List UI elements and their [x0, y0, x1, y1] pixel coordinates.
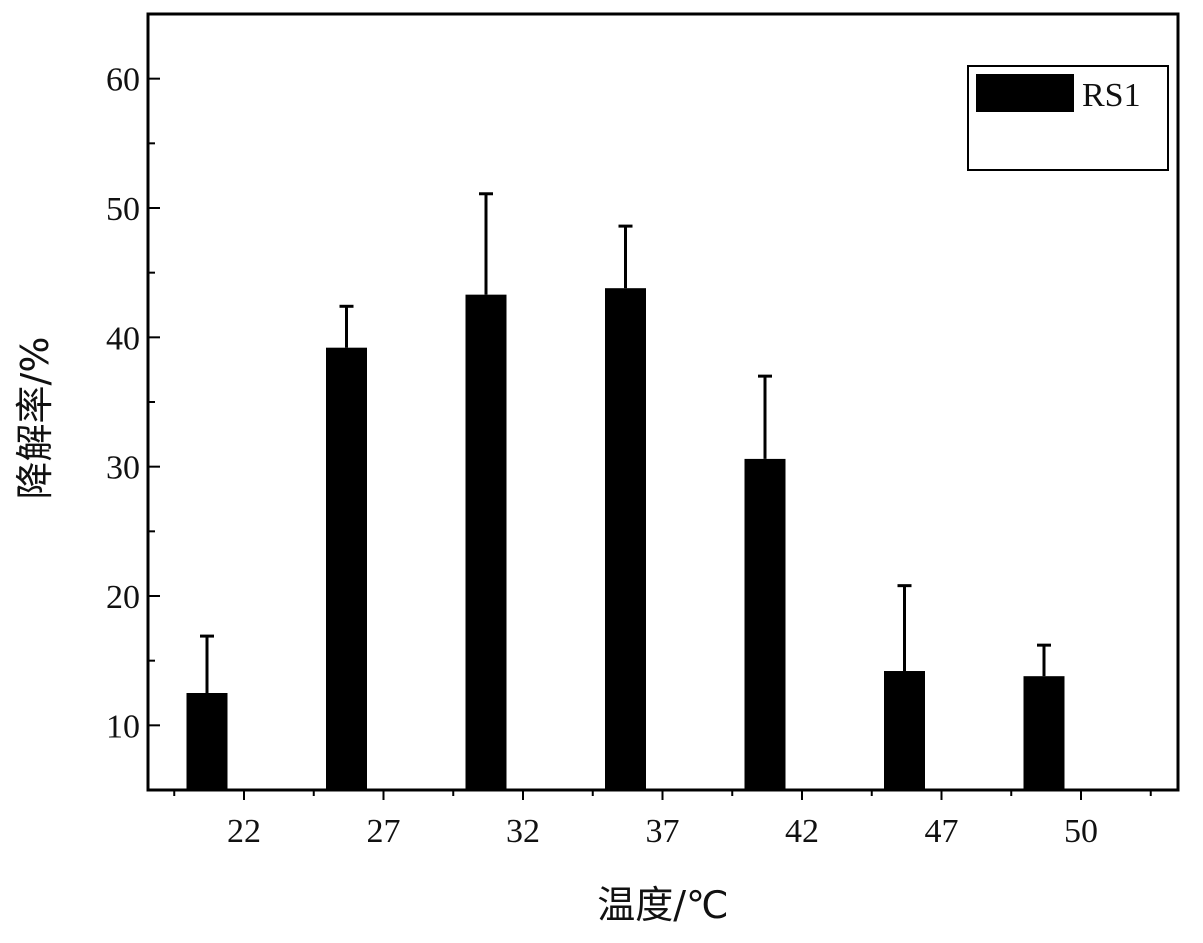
y-axis-title: 降解率/%	[13, 337, 57, 500]
bar-50	[1023, 676, 1065, 790]
x-tick-label: 22	[227, 813, 261, 850]
y-tick-label: 40	[106, 320, 140, 357]
x-axis-ticks: 22 27 32 37 42 47 50	[173, 790, 1152, 850]
y-tick-label: 10	[106, 708, 140, 745]
legend-label-rs1: RS1	[1082, 77, 1141, 114]
error-bars	[200, 192, 1051, 693]
legend-swatch-rs1	[976, 74, 1074, 112]
x-tick-label: 37	[646, 813, 680, 850]
bar-22	[186, 693, 228, 790]
y-tick-label: 30	[106, 450, 140, 487]
bars	[186, 288, 1065, 790]
bar-27	[326, 347, 367, 790]
x-tick-label: 47	[925, 813, 959, 850]
x-tick-label: 27	[367, 813, 401, 850]
x-axis-title: 温度/℃	[597, 883, 728, 927]
y-tick-label: 50	[106, 191, 140, 228]
x-tick-label: 42	[785, 813, 819, 850]
y-axis-ticks: 10 20 30 40 50 60	[106, 13, 160, 791]
x-tick-label: 32	[506, 813, 540, 850]
bar-37	[605, 288, 646, 790]
x-tick-label: 50	[1064, 813, 1098, 850]
y-tick-label: 60	[106, 62, 140, 99]
legend: RS1	[967, 65, 1169, 171]
y-tick-label: 20	[106, 579, 140, 616]
bar-42	[744, 458, 786, 790]
bar-32	[465, 294, 507, 790]
bar-47	[884, 671, 925, 790]
